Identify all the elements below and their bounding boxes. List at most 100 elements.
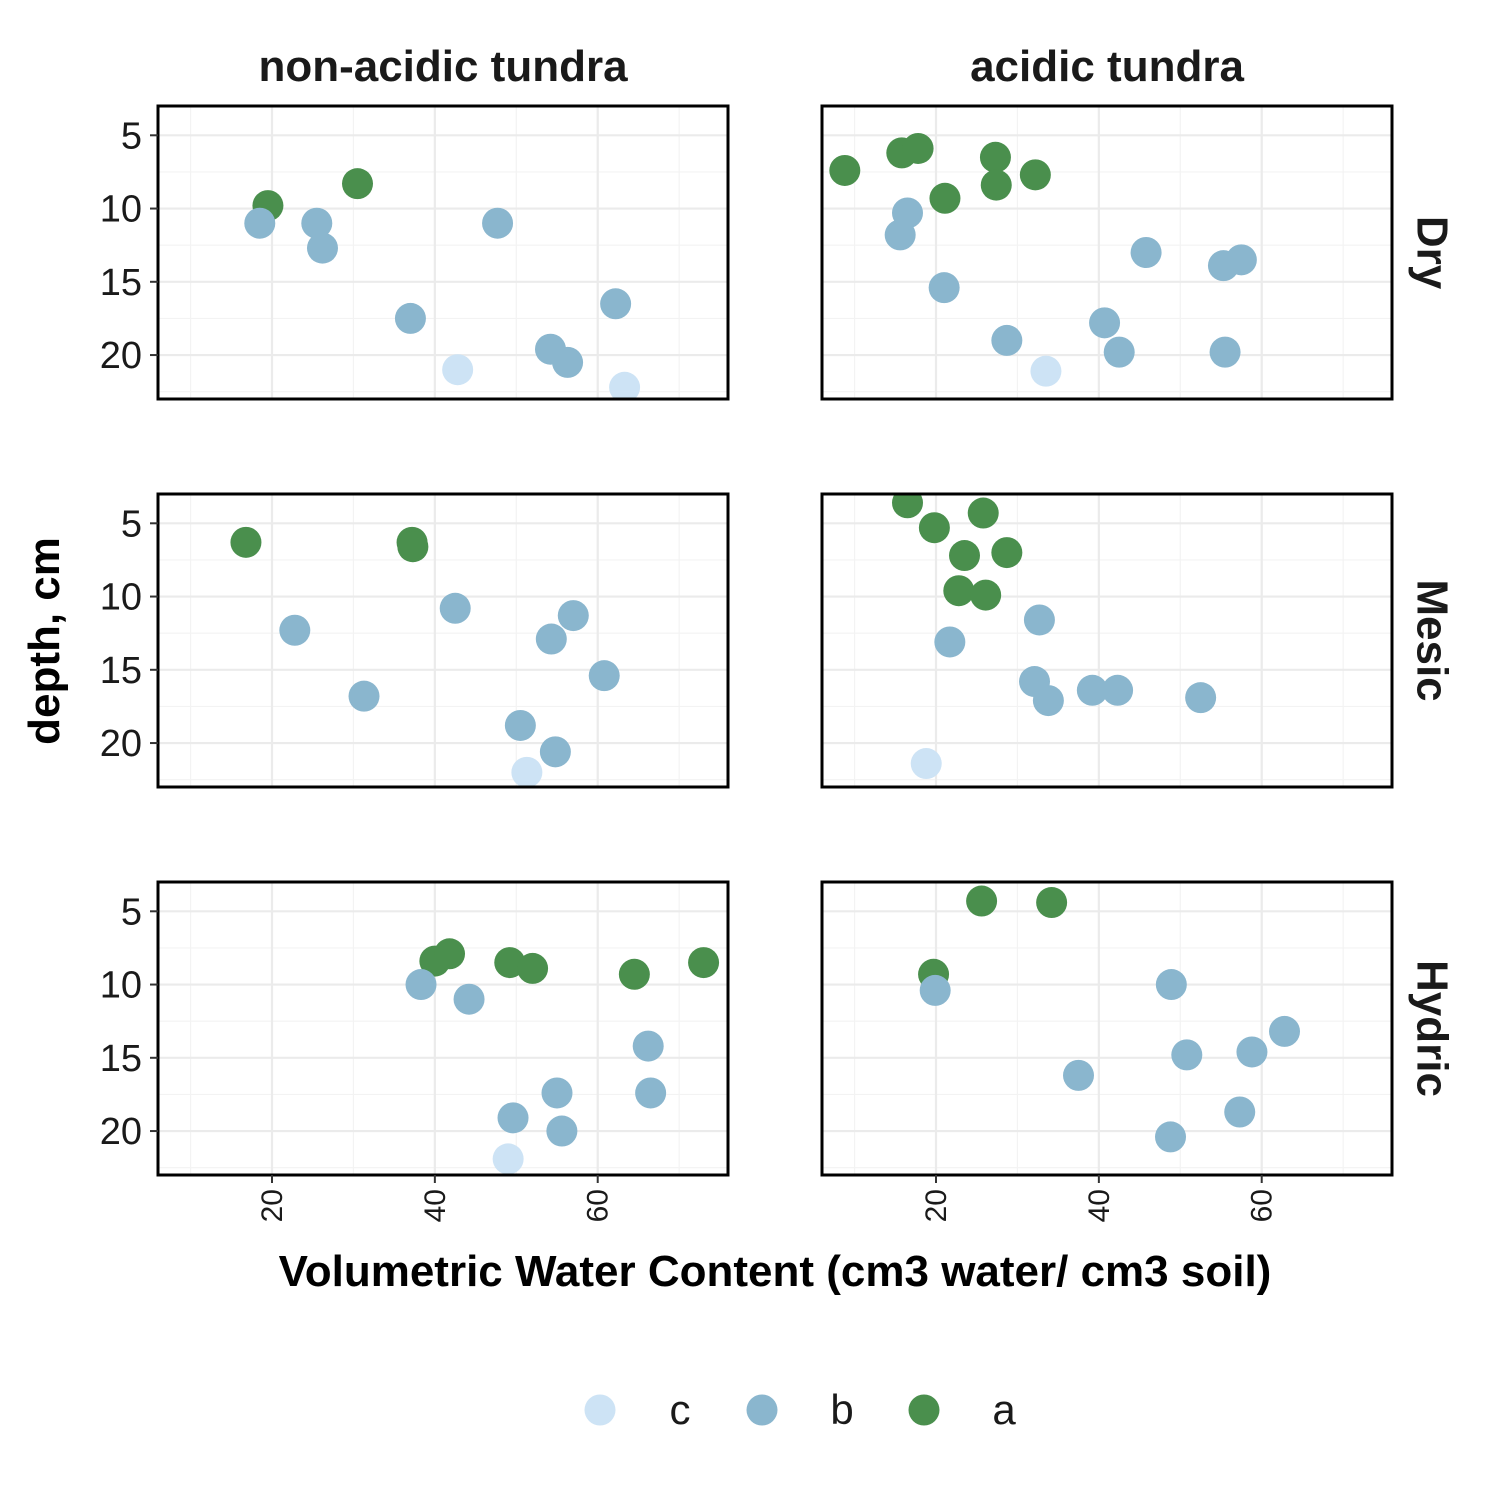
data-point-b: [635, 1077, 667, 1109]
legend-label-c: c: [670, 1386, 691, 1433]
data-point-b: [1269, 1015, 1301, 1047]
x-tick-label: 60: [1246, 1189, 1279, 1222]
data-point-b: [1032, 685, 1064, 717]
data-point-a: [1019, 159, 1051, 191]
x-tick-label: 40: [419, 1189, 452, 1222]
panel-border: [156, 104, 730, 401]
y-tick-label: 15: [100, 1038, 142, 1080]
panel-background: [158, 106, 728, 399]
panel-border: [820, 104, 1394, 401]
data-points: [405, 938, 720, 1175]
panel-grid: [158, 106, 728, 399]
data-point-a: [829, 154, 861, 186]
legend-item-c: c: [584, 1386, 691, 1433]
data-point-b: [1130, 237, 1162, 268]
data-point-b: [919, 974, 951, 1006]
data-point-a: [688, 947, 720, 979]
panel-border: [820, 880, 1394, 1177]
data-point-a: [517, 952, 549, 984]
y-tick-label: 20: [100, 335, 142, 377]
data-point-a: [943, 575, 975, 607]
panel-grid: [822, 882, 1392, 1175]
y-tick-label: 20: [100, 723, 142, 765]
data-point-b: [928, 272, 960, 304]
legend-item-a: a: [908, 1386, 1016, 1433]
data-point-b: [1224, 1096, 1256, 1128]
data-point-b: [1171, 1039, 1203, 1071]
x-axis-title: Volumetric Water Content (cm3 water/ cm3…: [279, 1247, 1272, 1296]
data-point-a: [966, 885, 998, 917]
data-point-a: [949, 540, 980, 572]
column-strip-non-acidic-tundra: non-acidic tundra: [258, 42, 628, 91]
legend-label-a: a: [992, 1386, 1016, 1433]
data-point-b: [588, 660, 620, 692]
data-point-b: [884, 219, 916, 251]
legend-key-b: [746, 1394, 778, 1426]
data-point-b: [348, 680, 380, 712]
data-point-a: [434, 938, 466, 970]
legend-key-c: [584, 1394, 616, 1426]
data-point-b: [394, 302, 426, 334]
panel-border: [820, 492, 1394, 789]
data-point-b: [306, 232, 338, 264]
row-strip-hydric: Hydric: [1408, 960, 1457, 1097]
legend-item-b: b: [746, 1386, 854, 1433]
legend-label-b: b: [830, 1386, 853, 1433]
data-point-a: [929, 182, 961, 214]
data-point-b: [1155, 969, 1187, 1001]
data-point-a: [979, 141, 1011, 173]
y-tick-label: 15: [100, 650, 142, 692]
x-tick-label: 20: [920, 1189, 953, 1222]
data-points: [829, 132, 1257, 387]
y-tick-label: 15: [100, 262, 142, 304]
panel-mesic-acidic-tundra: Mesic: [820, 492, 1457, 789]
data-point-a: [892, 494, 923, 519]
data-point-c: [910, 748, 942, 780]
panel-grid: [158, 882, 728, 1175]
data-point-b: [1076, 674, 1108, 706]
data-point-b: [632, 1030, 664, 1062]
data-point-b: [453, 983, 485, 1015]
legend-key-a: [908, 1394, 940, 1426]
panel-mesic-non-acidic-tundra: 5 10 15 20: [100, 492, 730, 789]
panel-grid: [158, 494, 728, 787]
data-point-c: [492, 1143, 524, 1175]
data-point-a: [342, 168, 373, 200]
data-point-c: [511, 756, 543, 787]
data-point-c: [442, 354, 474, 386]
data-point-b: [1089, 307, 1121, 339]
data-point-b: [1155, 1121, 1187, 1153]
data-point-b: [504, 709, 536, 741]
data-point-a: [991, 537, 1023, 569]
data-point-b: [244, 207, 276, 239]
data-point-b: [539, 736, 571, 768]
y-tick-label: 5: [121, 503, 142, 545]
data-points: [892, 494, 1217, 780]
data-point-b: [600, 288, 632, 320]
data-point-b: [541, 1077, 573, 1109]
data-point-c: [609, 371, 641, 399]
y-tick-label: 5: [121, 115, 142, 157]
data-point-b: [301, 207, 333, 239]
data-point-b: [535, 623, 567, 655]
data-point-b: [1063, 1059, 1094, 1091]
row-strip-mesic: Mesic: [1408, 579, 1457, 701]
data-point-b: [552, 346, 584, 378]
y-tick-label: 5: [121, 891, 142, 933]
data-point-a: [980, 169, 1012, 201]
data-point-a: [230, 526, 262, 558]
data-point-b: [1103, 336, 1135, 368]
column-strip-acidic-tundra: acidic tundra: [970, 42, 1244, 91]
data-point-b: [1225, 244, 1257, 276]
panel-background: [822, 494, 1392, 787]
x-tick-label: 40: [1083, 1189, 1116, 1222]
data-point-b: [482, 207, 514, 239]
data-point-b: [934, 626, 966, 658]
data-point-a: [970, 579, 1002, 611]
panels-layer: 5 10 15 20 non-acidic tundra acidic tundra Dry…: [100, 42, 1457, 1222]
x-tick-label: 60: [582, 1189, 615, 1222]
panel-hydric-acidic-tundra: 20 40 60 Hydric: [820, 880, 1457, 1222]
data-points: [230, 526, 620, 787]
panel-dry-acidic-tundra: acidic tundra Dry: [820, 42, 1457, 401]
